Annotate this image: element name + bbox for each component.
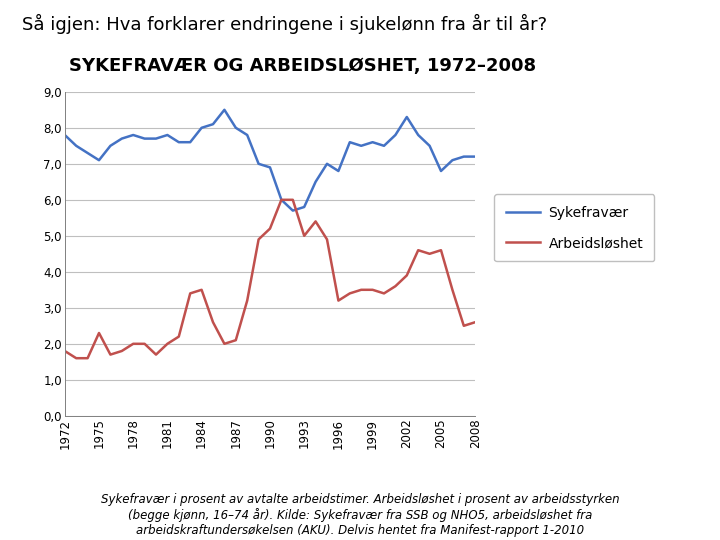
- Sykefravær: [334, 168, 343, 174]
- Arbeidsløshet: [448, 287, 456, 293]
- Arbeidsløshet: [346, 290, 354, 296]
- Sykefravær: [311, 179, 320, 185]
- Arbeidsløshet: [95, 330, 104, 336]
- Text: Så igjen: Hva forklarer endringene i sjukelønn fra år til år?: Så igjen: Hva forklarer endringene i sju…: [22, 14, 546, 33]
- Sykefravær: [369, 139, 377, 145]
- Sykefravær: [209, 121, 217, 127]
- Arbeidsløshet: [289, 197, 297, 203]
- Arbeidsløshet: [391, 283, 400, 289]
- Sykefravær: [300, 204, 309, 210]
- Arbeidsløshet: [106, 352, 114, 358]
- Sykefravær: [220, 106, 229, 113]
- Sykefravær: [95, 157, 104, 164]
- Sykefravær: [414, 132, 423, 138]
- Sykefravær: [459, 153, 468, 160]
- Arbeidsløshet: [254, 236, 263, 242]
- Sykefravær: [357, 143, 366, 149]
- Sykefravær: [346, 139, 354, 145]
- Sykefravær: [163, 132, 172, 138]
- Arbeidsløshet: [140, 341, 149, 347]
- Arbeidsløshet: [231, 337, 240, 343]
- Legend: Sykefravær, Arbeidsløshet: Sykefravær, Arbeidsløshet: [495, 194, 654, 261]
- Arbeidsløshet: [72, 355, 81, 361]
- Arbeidsløshet: [209, 319, 217, 326]
- Arbeidsløshet: [379, 290, 388, 296]
- Arbeidsløshet: [402, 272, 411, 279]
- Arbeidsløshet: [436, 247, 445, 253]
- Arbeidsløshet: [357, 287, 366, 293]
- Sykefravær: [448, 157, 456, 164]
- Arbeidsløshet: [459, 322, 468, 329]
- Arbeidsløshet: [300, 233, 309, 239]
- Arbeidsløshet: [220, 341, 229, 347]
- Sykefravær: [197, 125, 206, 131]
- Arbeidsløshet: [369, 287, 377, 293]
- Text: SYKEFRAVÆR OG ARBEIDSLØSHET, 1972–2008: SYKEFRAVÆR OG ARBEIDSLØSHET, 1972–2008: [69, 57, 536, 75]
- Arbeidsløshet: [129, 341, 138, 347]
- Arbeidsløshet: [334, 298, 343, 304]
- Sykefravær: [379, 143, 388, 149]
- Sykefravær: [254, 160, 263, 167]
- Sykefravær: [426, 143, 434, 149]
- Arbeidsløshet: [471, 319, 480, 326]
- Arbeidsløshet: [277, 197, 286, 203]
- Sykefravær: [231, 125, 240, 131]
- Sykefravær: [243, 132, 251, 138]
- Sykefravær: [471, 153, 480, 160]
- Sykefravær: [117, 136, 126, 142]
- Sykefravær: [391, 132, 400, 138]
- Arbeidsløshet: [323, 236, 331, 242]
- Arbeidsløshet: [174, 333, 183, 340]
- Sykefravær: [106, 143, 114, 149]
- Sykefravær: [402, 114, 411, 120]
- Arbeidsløshet: [311, 218, 320, 225]
- Sykefravær: [152, 136, 161, 142]
- Sykefravær: [266, 164, 274, 171]
- Sykefravær: [84, 150, 92, 156]
- Arbeidsløshet: [152, 352, 161, 358]
- Line: Sykefravær: Sykefravær: [65, 110, 475, 211]
- Arbeidsløshet: [414, 247, 423, 253]
- Sykefravær: [323, 160, 331, 167]
- Arbeidsløshet: [163, 341, 172, 347]
- Sykefravær: [186, 139, 194, 145]
- Arbeidsløshet: [426, 251, 434, 257]
- Line: Arbeidsløshet: Arbeidsløshet: [65, 200, 475, 358]
- Arbeidsløshet: [197, 287, 206, 293]
- Sykefravær: [277, 197, 286, 203]
- Text: Sykefravær i prosent av avtalte arbeidstimer. Arbeidsløshet i prosent av arbeids: Sykefravær i prosent av avtalte arbeidst…: [101, 493, 619, 537]
- Arbeidsløshet: [60, 348, 69, 354]
- Arbeidsløshet: [117, 348, 126, 354]
- Sykefravær: [60, 132, 69, 138]
- Sykefravær: [174, 139, 183, 145]
- Sykefravær: [129, 132, 138, 138]
- Arbeidsløshet: [186, 290, 194, 296]
- Sykefravær: [436, 168, 445, 174]
- Arbeidsløshet: [266, 225, 274, 232]
- Sykefravær: [140, 136, 149, 142]
- Sykefravær: [289, 207, 297, 214]
- Arbeidsløshet: [84, 355, 92, 361]
- Sykefravær: [72, 143, 81, 149]
- Arbeidsløshet: [243, 298, 251, 304]
